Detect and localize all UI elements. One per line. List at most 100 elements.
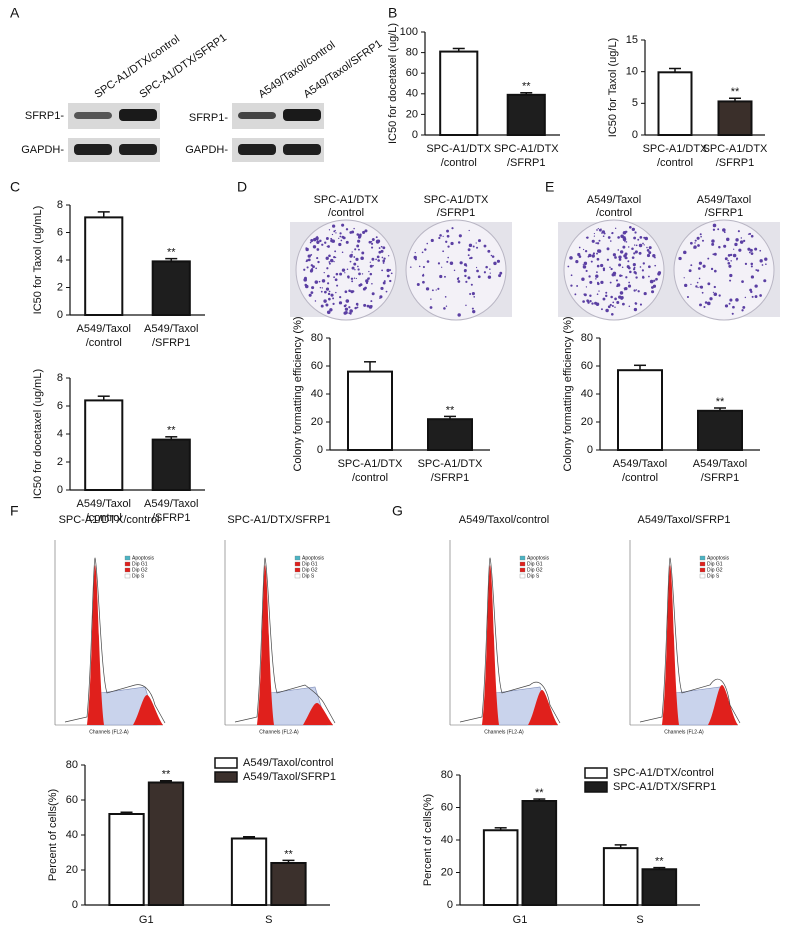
blot-row-label: GAPDH- (21, 144, 64, 156)
colony (596, 264, 600, 268)
bar (521, 800, 558, 906)
colony (690, 264, 693, 267)
colony (316, 257, 319, 260)
flow-legend-swatch (124, 567, 131, 573)
y-tick-label: 0 (412, 129, 418, 141)
panel-label: F (10, 503, 19, 519)
colony (328, 290, 331, 293)
colony (623, 287, 626, 290)
y-axis-label: Percent of cells(%) (47, 789, 59, 881)
colony (351, 280, 354, 283)
colony (610, 267, 613, 271)
colony (614, 256, 617, 259)
flow-legend-swatch (699, 567, 706, 573)
bar (617, 369, 663, 452)
colony (747, 247, 751, 251)
y-tick-label: 60 (66, 794, 78, 806)
colony (634, 302, 638, 305)
colony (646, 249, 650, 252)
colony (648, 251, 652, 255)
colony (491, 255, 495, 258)
colony (709, 297, 713, 301)
bar (506, 93, 546, 136)
colony (339, 272, 343, 276)
flow-legend-label: Dip G2 (302, 567, 318, 573)
colony (694, 239, 697, 242)
y-tick-label: 2 (57, 456, 63, 468)
colony (429, 306, 433, 309)
colony (471, 307, 474, 310)
colony (315, 267, 318, 270)
colony (569, 256, 573, 260)
colony (319, 239, 322, 243)
flow-g1 (257, 565, 274, 725)
colony (443, 307, 446, 310)
colony (371, 246, 374, 249)
colony (616, 300, 620, 304)
colony (633, 236, 637, 240)
colony (601, 230, 605, 234)
colony (606, 258, 610, 261)
colony (310, 291, 314, 295)
colony (422, 280, 425, 284)
bar (108, 813, 145, 906)
colony (334, 278, 338, 282)
colony (330, 239, 334, 243)
colony (307, 254, 311, 258)
y-tick-label: 4 (57, 254, 63, 266)
colony (634, 244, 636, 246)
y-tick-label: 20 (406, 108, 418, 120)
flow-g1 (662, 565, 679, 725)
colony (490, 254, 493, 257)
flow-legend-swatch (699, 555, 706, 561)
colony (602, 297, 606, 301)
colony (380, 249, 384, 253)
colony (368, 305, 373, 309)
colony (754, 247, 758, 251)
colony (446, 229, 449, 233)
colony (615, 279, 619, 282)
colony (467, 254, 470, 257)
flow-g2 (708, 685, 738, 725)
colony (609, 240, 612, 242)
colony (339, 232, 342, 235)
flow-legend-swatch (699, 573, 706, 579)
colony (375, 240, 380, 244)
colony (642, 262, 645, 265)
colony (629, 270, 632, 274)
colony (325, 303, 329, 307)
flow-legend-label: Dip G2 (707, 567, 723, 573)
colony (717, 228, 720, 231)
flow-g2 (303, 703, 333, 725)
colony (387, 255, 390, 257)
colony (596, 271, 598, 274)
colony (381, 256, 384, 259)
colony (477, 239, 481, 243)
colony (383, 257, 386, 260)
colony (750, 234, 754, 238)
colony (701, 239, 705, 242)
colony (469, 293, 472, 296)
colony (340, 239, 343, 242)
colony (696, 281, 699, 284)
colony (369, 264, 373, 268)
colony (596, 229, 598, 231)
colony (327, 245, 330, 248)
bar (84, 399, 124, 491)
colony (349, 254, 353, 258)
colony (468, 243, 473, 248)
colony (447, 245, 450, 248)
colony (321, 287, 324, 289)
colony (695, 285, 698, 288)
panel-label: B (388, 5, 397, 21)
colony (360, 257, 363, 260)
y-tick-label: 6 (57, 400, 63, 412)
colony (627, 246, 630, 248)
colony (414, 252, 416, 254)
significance: ** (731, 86, 740, 98)
bar (439, 50, 479, 136)
colony (335, 272, 339, 276)
flow-g2 (133, 695, 163, 725)
colony (457, 313, 461, 317)
colony (600, 263, 604, 268)
